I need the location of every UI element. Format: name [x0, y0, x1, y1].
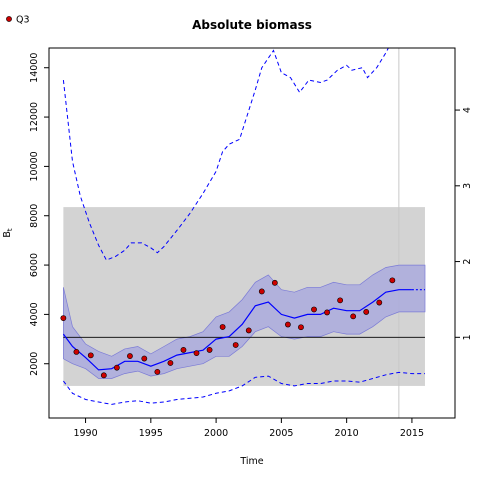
data-point-q3	[232, 342, 239, 348]
dashed-upper-line	[62, 48, 389, 261]
x-tick-label: 2015	[400, 428, 424, 439]
y2-tick-label: 4	[462, 107, 473, 113]
secondary-y-axis: 1 2 3 4	[455, 107, 473, 340]
y-tick-label: 6000	[29, 253, 40, 277]
data-point-q3	[127, 353, 133, 359]
data-point-q3	[363, 309, 370, 315]
data-point-q3	[350, 313, 357, 320]
estimate-line	[62, 289, 412, 371]
data-point-q3	[271, 279, 278, 286]
data-point-q3	[113, 364, 120, 371]
y-tick-label: 4000	[29, 302, 40, 326]
y-tick-label: 14000	[29, 53, 40, 83]
data-point-q3	[311, 306, 317, 313]
legend-q3-label: Q3	[16, 15, 30, 26]
x-tick-label: 2005	[269, 428, 293, 439]
y-axis: 2000 4000 6000 8000 10000 12000 14000	[29, 53, 49, 376]
y-tick-label: 10000	[29, 151, 40, 181]
data-point-q3	[167, 360, 174, 366]
y2-tick-label: 2	[462, 259, 473, 265]
y-tick-label: 2000	[29, 352, 40, 376]
data-point-q3	[245, 327, 252, 334]
x-tick-label: 1990	[73, 428, 97, 439]
legend-q3-marker	[6, 16, 12, 22]
data-point-q3	[60, 315, 67, 321]
x-tick-label: 2000	[204, 428, 228, 439]
y-axis-label: Bt	[2, 228, 14, 238]
dashed-lower-line	[62, 371, 425, 405]
data-point-q3	[389, 277, 396, 284]
y2-tick-label: 1	[462, 334, 473, 340]
data-point-q3	[324, 309, 330, 316]
data-point-q3	[258, 288, 265, 295]
data-point-q3	[206, 347, 213, 353]
data-point-q3	[193, 350, 200, 357]
data-point-q3	[73, 348, 80, 355]
data-point-q3	[87, 352, 94, 359]
data-point-q3	[285, 321, 291, 328]
x-axis: 1990 1995 2000 2005 2010 2015	[73, 418, 424, 439]
data-point-q3	[376, 299, 383, 306]
chart-title: Absolute biomass	[192, 18, 312, 32]
y-tick-label: 12000	[29, 102, 40, 132]
y-tick-label: 8000	[29, 204, 40, 228]
data-point-q3	[154, 368, 161, 375]
data-point-q3	[219, 324, 226, 330]
data-point-q3	[337, 297, 344, 304]
data-point-q3	[298, 324, 304, 331]
data-point-q3	[100, 372, 107, 379]
data-point-q3	[141, 355, 148, 362]
y2-tick-label: 3	[462, 183, 473, 189]
legend: Q3	[6, 15, 30, 26]
x-tick-label: 2010	[335, 428, 359, 439]
x-axis-label: Time	[239, 456, 263, 467]
x-tick-label: 1995	[139, 428, 163, 439]
data-point-q3	[180, 347, 187, 353]
plot-frame	[48, 47, 456, 419]
